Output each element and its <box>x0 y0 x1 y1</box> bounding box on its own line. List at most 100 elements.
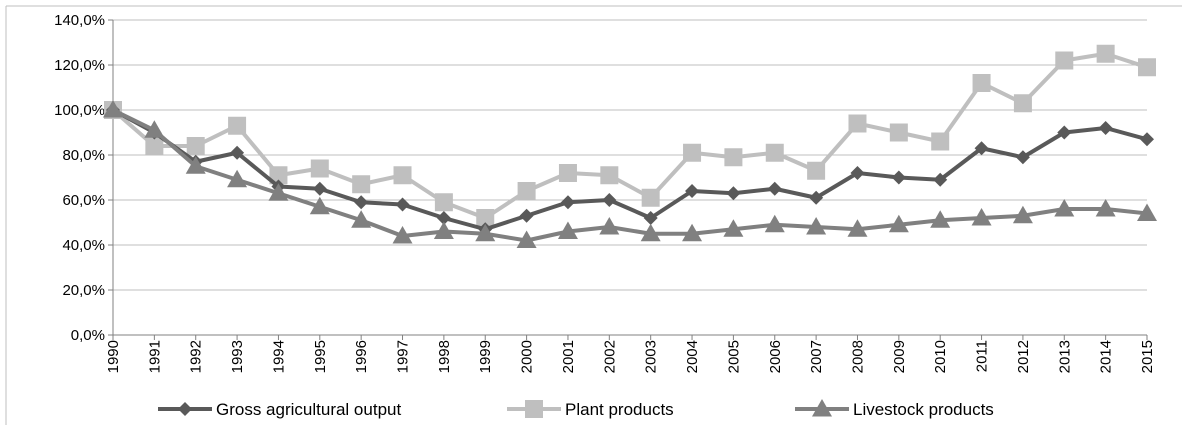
data-point <box>395 197 410 212</box>
series-triangle <box>103 100 1157 248</box>
y-tick-label: 80,0% <box>62 147 105 164</box>
y-tick-label: 100,0% <box>54 102 105 119</box>
data-point <box>640 223 661 242</box>
data-point <box>1015 150 1030 165</box>
data-point <box>434 193 453 212</box>
legend-marker <box>812 399 832 417</box>
data-point <box>393 166 412 185</box>
x-tick-label: 2004 <box>684 340 701 373</box>
x-tick-label: 1994 <box>270 340 287 373</box>
axes: 0,0% 20,0% 40,0% 60,0% 80,0% 100,0% 120,0% 140,… <box>54 12 1156 373</box>
y-tick-label: 60,0% <box>62 192 105 209</box>
data-point <box>145 137 164 155</box>
data-point <box>560 195 575 210</box>
data-point <box>519 208 534 223</box>
x-tick-label: 1998 <box>436 340 453 373</box>
x-tick-label: 2001 <box>560 340 577 373</box>
data-point <box>185 156 206 174</box>
data-point <box>1137 203 1157 221</box>
x-tick-label: 1999 <box>477 340 494 373</box>
x-tick-label: 1993 <box>229 340 246 373</box>
x-tick-label: 2011 <box>974 340 991 372</box>
y-tick-label: 40,0% <box>62 237 105 254</box>
x-tick-label: 1991 <box>146 340 163 373</box>
data-point <box>351 210 372 228</box>
data-point <box>475 223 496 242</box>
data-point <box>268 183 289 201</box>
data-point <box>683 143 702 162</box>
legend-label: Gross agricultural output <box>216 400 401 419</box>
data-point <box>230 145 245 160</box>
data-point <box>809 190 824 205</box>
data-point <box>436 211 451 225</box>
data-point <box>227 169 248 188</box>
x-tick-label: 1997 <box>395 340 412 373</box>
data-point <box>602 193 617 207</box>
data-point <box>847 219 868 237</box>
data-point <box>685 184 700 198</box>
y-tick-label: 140,0% <box>54 12 105 29</box>
data-point <box>1055 51 1074 70</box>
legend: Gross agricultural output Plant products L… <box>158 399 994 419</box>
y-tick-label: 0,0% <box>71 327 105 344</box>
x-tick-label: 2007 <box>808 340 825 373</box>
y-tick-label: 20,0% <box>62 282 105 299</box>
data-point <box>144 120 165 138</box>
series-line <box>111 51 1148 220</box>
x-tick-label: 2012 <box>1015 340 1032 373</box>
data-point <box>312 181 327 196</box>
legend-label: Livestock products <box>853 400 994 419</box>
legend-label: Plant products <box>565 400 674 419</box>
data-point <box>186 137 205 155</box>
x-tick-label: 2003 <box>643 340 660 373</box>
data-point <box>103 100 123 118</box>
data-point <box>309 196 330 215</box>
data-point <box>850 166 865 180</box>
data-point <box>557 221 578 239</box>
data-point <box>1095 199 1116 217</box>
x-tick-label: 2000 <box>519 340 536 373</box>
data-point <box>1013 94 1032 113</box>
data-point <box>764 214 785 233</box>
data-point <box>392 226 413 244</box>
legend-item: Gross agricultural output <box>158 400 401 419</box>
data-point <box>889 123 908 142</box>
x-tick-label: 1996 <box>353 340 370 373</box>
data-point <box>476 209 495 227</box>
data-point <box>723 219 744 237</box>
series-line <box>112 108 1148 232</box>
data-point <box>1057 125 1072 140</box>
series-lines <box>103 44 1157 248</box>
data-point <box>1140 132 1154 147</box>
data-point <box>558 164 577 182</box>
data-point <box>1054 199 1075 217</box>
data-point <box>848 114 867 133</box>
legend-item: Plant products <box>507 400 674 419</box>
data-point <box>1138 58 1156 77</box>
data-point <box>641 188 660 207</box>
data-point <box>767 181 782 196</box>
x-tick-label: 2014 <box>1098 340 1115 373</box>
data-point <box>310 159 329 178</box>
y-tick-label: 120,0% <box>54 57 105 74</box>
data-point <box>354 195 369 210</box>
data-point <box>643 211 658 225</box>
x-tick-label: 1992 <box>188 340 205 373</box>
data-point <box>806 217 827 235</box>
legend-item: Livestock products <box>795 399 994 419</box>
data-point <box>891 170 906 185</box>
x-tick-label: 2010 <box>932 340 949 373</box>
data-point <box>724 148 743 167</box>
data-point <box>931 132 950 151</box>
data-point <box>352 175 371 194</box>
data-point <box>1098 121 1113 135</box>
series-line <box>112 108 1148 243</box>
series-square <box>104 44 1156 227</box>
data-point <box>682 223 703 242</box>
data-point <box>599 217 620 235</box>
data-point <box>1012 205 1033 224</box>
data-point <box>972 74 991 92</box>
data-point <box>1096 44 1115 63</box>
x-tick-label: 2013 <box>1056 340 1073 373</box>
